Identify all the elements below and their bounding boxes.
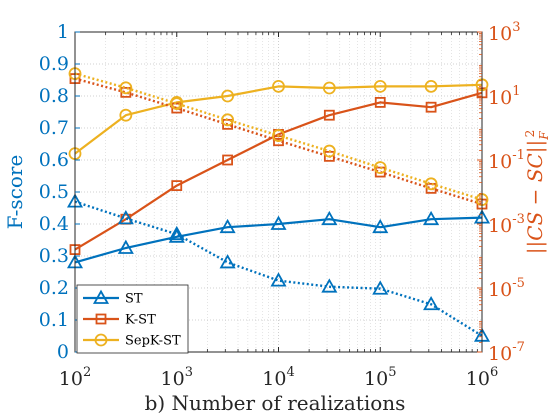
legend-marker [94, 333, 108, 347]
data-point [168, 225, 185, 241]
series-layer [66, 67, 491, 342]
series-3 [66, 193, 491, 342]
y-tick-label-left: 0.5 [39, 181, 69, 203]
data-point [117, 239, 134, 254]
data-point [423, 295, 440, 311]
data-point [272, 80, 285, 93]
y-tick-label-left: 0.9 [39, 53, 69, 75]
y-tick-label-left: 0.8 [39, 85, 69, 107]
legend-marker [92, 289, 110, 304]
data-point [424, 177, 438, 191]
data-point [168, 228, 185, 243]
data-point [119, 108, 133, 122]
series-line [74, 72, 483, 201]
data-point [322, 81, 336, 95]
x-tick-label: 105 [364, 365, 396, 390]
series-line [74, 200, 483, 337]
legend-item: SepK-ST [83, 334, 181, 349]
legend-label: ST [125, 292, 143, 307]
data-point [221, 89, 234, 103]
data-point [321, 278, 338, 293]
data-point [322, 144, 336, 158]
y-tick-label-left: 1 [57, 21, 69, 43]
legend-label: SepK-ST [125, 334, 181, 349]
y-tick-label-left: 0.2 [39, 277, 69, 299]
data-point [425, 101, 437, 113]
legend-item: ST [83, 289, 143, 307]
y-tick-label-right: 10-5 [488, 276, 525, 301]
legend-label: K-ST [125, 313, 156, 328]
y-tick-label-left: 0.4 [39, 213, 69, 235]
ticks [74, 31, 483, 353]
y-tick-label-right: 10-3 [488, 212, 525, 237]
x-tick-labels: 102 103 104 105 106 [59, 365, 498, 390]
series-line [74, 216, 483, 264]
data-point [323, 109, 335, 121]
data-point [373, 161, 387, 174]
series-5 [68, 67, 489, 206]
data-point [117, 210, 134, 225]
y-axis-label-left: F-score [3, 155, 27, 230]
data-point [222, 154, 233, 166]
x-tick-label: 106 [466, 365, 498, 390]
y-tick-label-left: 0.3 [39, 245, 69, 267]
data-point [270, 215, 287, 230]
left-tick-labels: 0 0.1 0.2 0.3 0.4 0.5 0.6 0.7 0.8 0.9 1 [39, 21, 69, 363]
series-line [74, 83, 483, 155]
y-tick-label-left: 0 [57, 341, 69, 363]
data-point [374, 97, 386, 108]
y-tick-label-right: 101 [488, 84, 520, 109]
y-axis-label-right: ||CS − SC||F2 [523, 130, 551, 254]
y-tick-label-left: 0.7 [39, 117, 69, 139]
data-point [373, 80, 387, 93]
x-tick-label: 102 [59, 365, 91, 390]
data-point [221, 113, 234, 127]
y-tick-label-right: 10-1 [488, 148, 525, 173]
data-point [219, 218, 236, 234]
legend: ST K-ST SepK-ST [76, 284, 189, 354]
x-tick-label: 103 [161, 365, 193, 390]
data-point [423, 210, 440, 226]
data-point [219, 254, 236, 269]
data-point [424, 80, 438, 93]
data-point [171, 180, 183, 192]
data-point [272, 129, 285, 142]
x-axis-label: b) Number of realizations [145, 391, 406, 415]
y-tick-label-right: 103 [488, 20, 520, 45]
right-tick-labels: 10-7 10-5 10-3 10-1 101 103 [488, 20, 525, 365]
data-point [372, 280, 389, 295]
y-tick-label-left: 0.6 [39, 149, 69, 171]
y-tick-label-right: 10-7 [488, 340, 525, 365]
legend-item: K-ST [83, 313, 156, 328]
data-point [170, 97, 184, 110]
data-point [270, 272, 287, 287]
legend-marker [95, 313, 107, 325]
y-tick-label-left: 0.1 [39, 309, 69, 331]
data-point [321, 210, 338, 226]
x-tick-label: 104 [262, 365, 294, 390]
data-point [119, 81, 133, 95]
data-point [372, 218, 389, 234]
